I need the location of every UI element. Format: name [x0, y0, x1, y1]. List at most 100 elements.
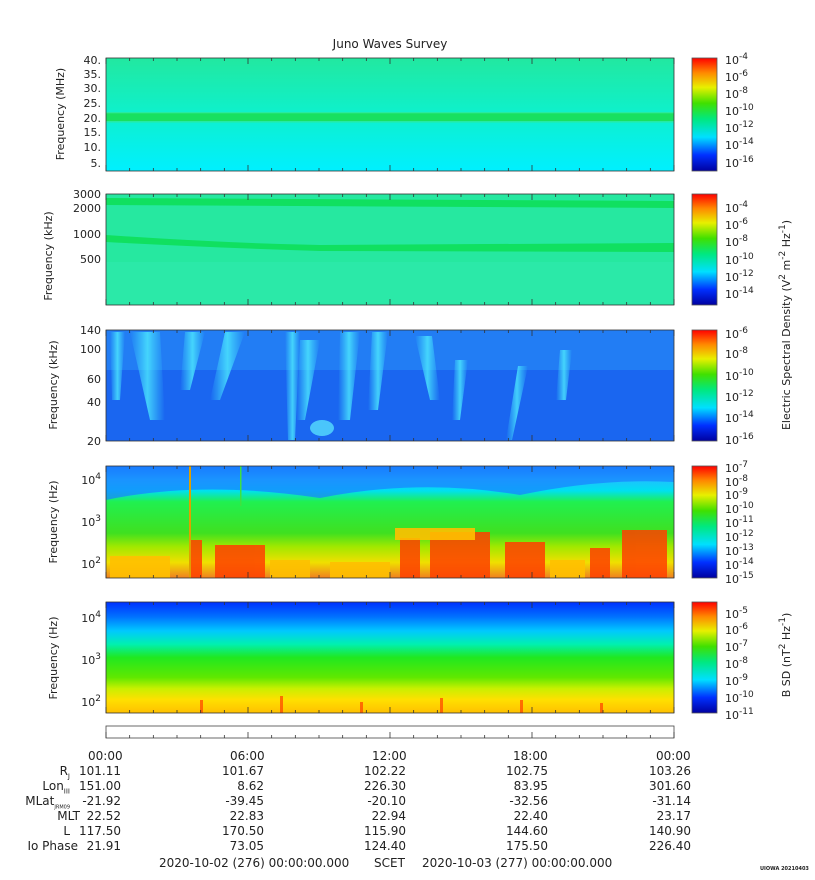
ephem-label-mlat: MLatJRM09 — [25, 794, 70, 811]
cb5-tick-2: 10-7 — [725, 639, 748, 654]
cb4-tick-5: 10-12 — [725, 529, 754, 544]
ephem-value-3-3: 22.40 — [513, 809, 548, 823]
p2-ytick-2: 1000 — [73, 228, 101, 241]
ephem-label-io: Io Phase — [27, 839, 78, 853]
ephem-value-5-4: 226.40 — [649, 839, 691, 853]
p5-ytick-0: 104 — [81, 610, 101, 625]
cb5-tick-5: 10-10 — [725, 690, 754, 705]
p4-ytick-1: 103 — [81, 514, 101, 529]
p4-ylabel: Frequency (Hz) — [47, 481, 60, 564]
cb1-tick-0: 10-4 — [725, 52, 748, 67]
x-axis-ticks — [105, 58, 675, 713]
colorbar-tick-labels: 10-4 10-6 10-8 10-10 10-12 10-14 10-16 1… — [725, 52, 754, 722]
xtick-0: 00:00 — [88, 749, 123, 763]
ephem-value-0-3: 102.75 — [506, 764, 548, 778]
p1-ytick-4: 20. — [84, 112, 102, 125]
ephem-value-0-4: 103.26 — [649, 764, 691, 778]
xtick-3: 18:00 — [513, 749, 548, 763]
time-ruler-ticks — [105, 732, 675, 738]
p1-ytick-1: 35. — [84, 68, 102, 81]
panel-1-band-21mhz — [106, 113, 674, 121]
panel-2-spectrogram — [106, 194, 674, 305]
cb5-tick-6: 10-11 — [725, 707, 754, 722]
ephem-value-5-0: 21.91 — [86, 839, 121, 853]
cb2-tick-1: 10-6 — [725, 217, 748, 232]
cb3-tick-1: 10-8 — [725, 346, 748, 361]
xtick-1: 06:00 — [230, 749, 265, 763]
ephem-value-1-2: 226.30 — [364, 779, 406, 793]
p3-ylabel: Frequency (kHz) — [47, 340, 60, 429]
ephem-label-lon: LonIII — [42, 779, 70, 796]
ephem-value-4-0: 117.50 — [79, 824, 121, 838]
cb5-tick-1: 10-6 — [725, 622, 748, 637]
cb1-tick-3: 10-10 — [725, 103, 754, 118]
cb4-tick-4: 10-11 — [725, 515, 754, 530]
ephem-value-4-2: 115.90 — [364, 824, 406, 838]
p2-ylabel: Frequency (kHz) — [42, 211, 55, 300]
ephem-value-3-0: 22.52 — [86, 809, 121, 823]
colorbar-2 — [691, 193, 718, 306]
cb1-tick-5: 10-14 — [725, 137, 754, 152]
p1-ytick-3: 25. — [84, 97, 102, 110]
xtick-4: 00:00 — [656, 749, 691, 763]
ephem-label-l: L — [63, 824, 70, 838]
ephem-value-1-3: 83.95 — [513, 779, 548, 793]
cb2-tick-5: 10-14 — [725, 286, 754, 301]
colorbar-4 — [691, 465, 718, 579]
p2-ytick-0: 3000 — [73, 188, 101, 201]
cb5-tick-4: 10-9 — [725, 673, 748, 688]
p2-ytick-3: 500 — [80, 253, 101, 266]
p3-ytick-2: 60 — [87, 373, 101, 386]
cb4-tick-8: 10-15 — [725, 571, 754, 586]
cb1-tick-2: 10-8 — [725, 86, 748, 101]
p3-ytick-4: 20 — [87, 435, 101, 448]
colorbar-1 — [691, 57, 718, 172]
ephem-value-2-4: -31.14 — [652, 794, 691, 808]
p4-ytick-0: 104 — [81, 472, 101, 487]
panel-5-spectrogram — [106, 602, 674, 713]
p5-ytick-1: 103 — [81, 652, 101, 667]
ephem-value-2-0: -21.92 — [82, 794, 121, 808]
p3-ytick-1: 100 — [80, 343, 101, 356]
p1-ylabel: Frequency (MHz) — [54, 68, 67, 160]
ephem-label-mlt: MLT — [57, 809, 80, 823]
colorbar-5-label: B SD (nT2 Hz-1) — [778, 613, 793, 698]
ephem-value-2-3: -32.56 — [509, 794, 548, 808]
ephem-value-0-0: 101.11 — [79, 764, 121, 778]
ephem-value-1-0: 151.00 — [79, 779, 121, 793]
cb3-tick-0: 10-6 — [725, 326, 748, 341]
cb1-tick-6: 10-16 — [725, 155, 754, 170]
ephem-value-1-1: 8.62 — [237, 779, 264, 793]
p4-ytick-2: 102 — [81, 556, 101, 571]
ephem-label-rj: RJ — [59, 764, 70, 781]
cb1-tick-1: 10-6 — [725, 69, 748, 84]
p1-ytick-7: 5. — [91, 157, 102, 170]
ephem-value-4-1: 170.50 — [222, 824, 264, 838]
cb4-tick-7: 10-14 — [725, 557, 754, 572]
panel-3-spectrogram — [106, 330, 674, 441]
p1-ytick-6: 10. — [84, 141, 102, 154]
ephem-value-3-2: 22.94 — [371, 809, 406, 823]
ephem-value-0-2: 102.22 — [364, 764, 406, 778]
footer-start: 2020-10-02 (276) 00:00:00.000 — [159, 856, 350, 870]
cb2-tick-4: 10-12 — [725, 269, 754, 284]
panel-4-spectrogram — [106, 466, 674, 578]
cb4-tick-0: 10-7 — [725, 460, 748, 475]
p5-ylabel: Frequency (Hz) — [47, 617, 60, 700]
ephem-value-2-1: -39.45 — [225, 794, 264, 808]
cb4-tick-3: 10-10 — [725, 501, 754, 516]
colorbar-3 — [691, 329, 718, 442]
footer-stamp: UIOWA 20210403 — [760, 866, 809, 872]
colorbar-titles: Electric Spectral Density (V2 m-2 Hz-1) … — [778, 220, 793, 697]
p1-ytick-5: 15. — [84, 126, 102, 139]
cb2-tick-3: 10-10 — [725, 252, 754, 267]
ephem-value-5-2: 124.40 — [364, 839, 406, 853]
cb2-tick-2: 10-8 — [725, 234, 748, 249]
p1-ytick-0: 40. — [84, 54, 102, 67]
ephem-value-4-4: 140.90 — [649, 824, 691, 838]
cb5-tick-0: 10-5 — [725, 606, 748, 621]
footer-scet: SCET — [374, 856, 405, 870]
cb3-tick-2: 10-10 — [725, 368, 754, 383]
p2-ytick-1: 2000 — [73, 202, 101, 215]
